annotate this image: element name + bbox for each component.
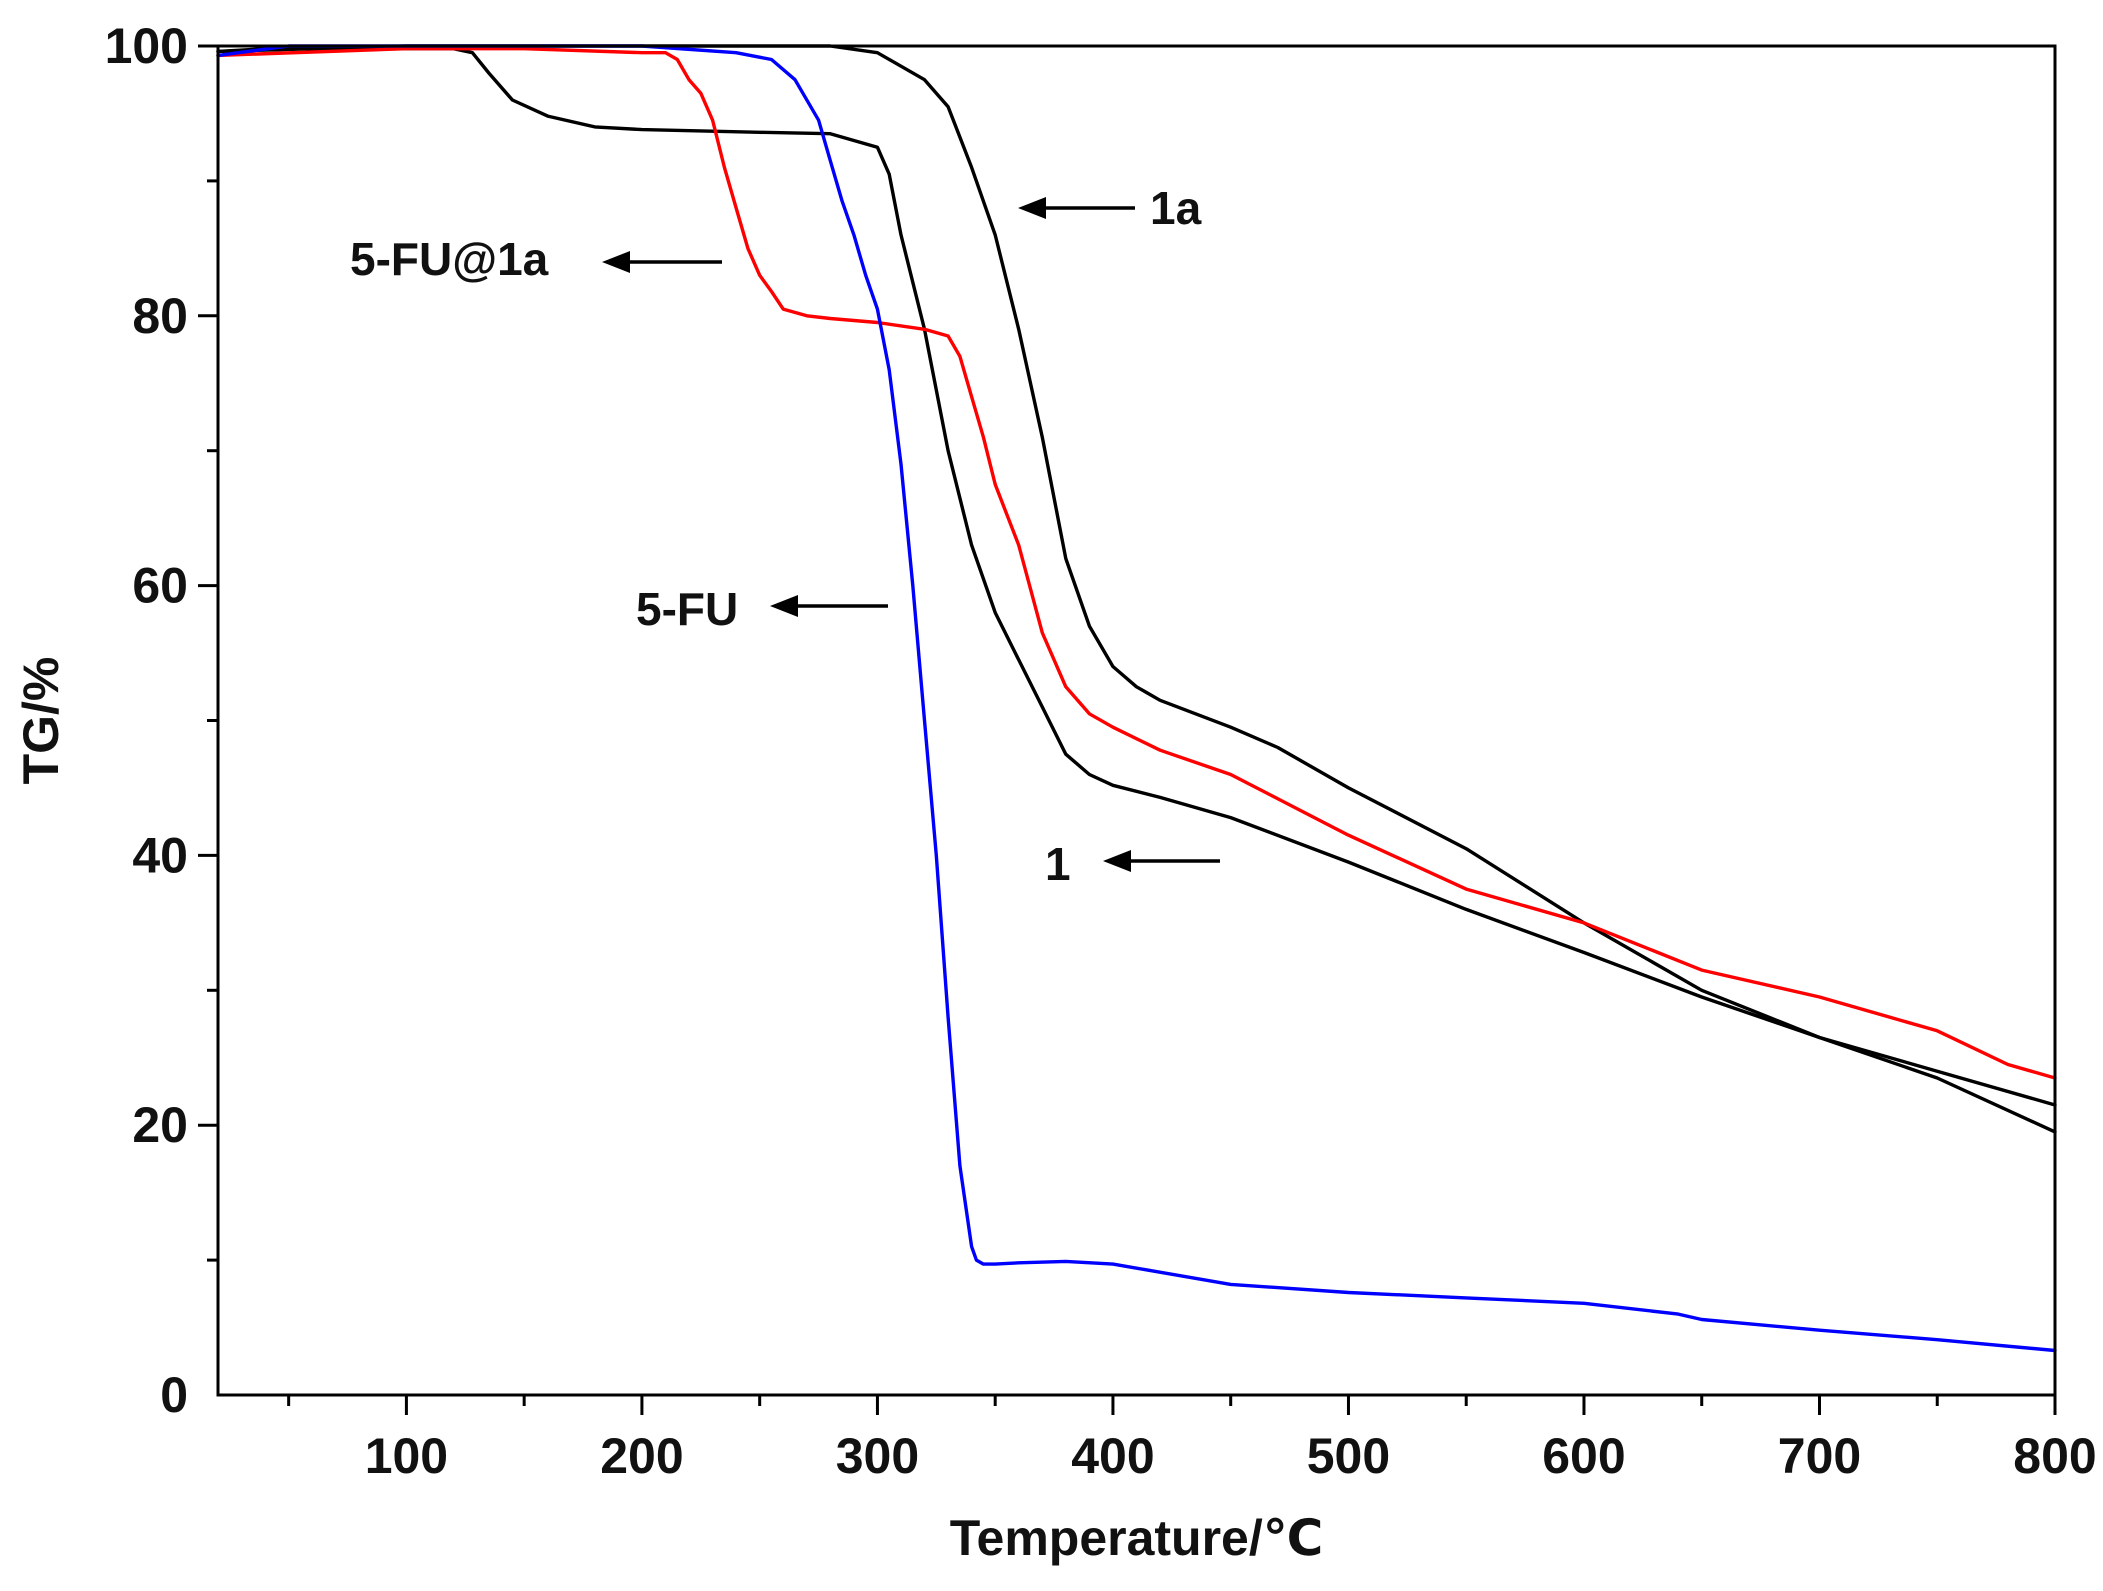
annotation-label-1: 1: [1045, 838, 1071, 890]
y-tick-label-60: 60: [132, 558, 188, 614]
series-line-5-fu-1a: [216, 47, 2057, 1080]
x-tick-label-600: 600: [1542, 1428, 1625, 1484]
x-tick-label-800: 800: [2013, 1428, 2096, 1484]
x-tick-label-100: 100: [365, 1428, 448, 1484]
annotation-arrowhead-1: [1103, 850, 1131, 872]
x-tick-label-700: 700: [1778, 1428, 1861, 1484]
annotation-label-5-fu: 5-FU: [636, 583, 738, 635]
series-line-5-fu: [216, 44, 2057, 1353]
x-tick-label-200: 200: [600, 1428, 683, 1484]
annotation-label-5-fu-1a: 5-FU@1a: [350, 233, 549, 285]
y-tick-label-80: 80: [132, 288, 188, 344]
x-tick-label-300: 300: [836, 1428, 919, 1484]
x-tick-label-400: 400: [1071, 1428, 1154, 1484]
x-axis-title: Temperature/℃: [950, 1510, 1324, 1566]
series-line-1a: [216, 44, 2057, 1134]
x-tick-label-500: 500: [1307, 1428, 1390, 1484]
annotation-arrowhead-5-fu-1a: [602, 251, 630, 273]
y-tick-label-40: 40: [132, 827, 188, 883]
ticks-layer: 100 200 300 400 500 600 700 800 0 20 40 60 80 100: [105, 18, 2097, 1484]
annotation-arrowhead-5-fu: [770, 595, 798, 617]
annotations-layer: 1a 5-FU@1a 5-FU 1: [350, 182, 1220, 890]
series-line-1: [216, 47, 2057, 1107]
y-tick-label-20: 20: [132, 1097, 188, 1153]
annotation-arrowhead-1a: [1018, 197, 1046, 219]
y-axis-title: TG/%: [13, 657, 69, 785]
y-tick-label-100: 100: [105, 18, 188, 74]
annotation-label-1a: 1a: [1150, 182, 1202, 234]
y-tick-label-0: 0: [160, 1367, 188, 1423]
